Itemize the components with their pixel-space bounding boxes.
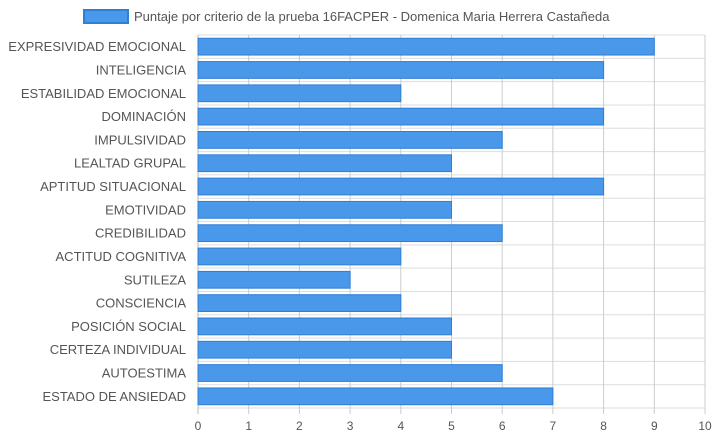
x-tick-label: 10 xyxy=(698,419,712,433)
category-label: INTELIGENCIA xyxy=(96,62,187,77)
bar[interactable] xyxy=(197,37,655,56)
x-tick-label: 0 xyxy=(195,419,202,433)
category-label: APTITUD SITUACIONAL xyxy=(40,179,186,194)
category-label: ESTADO DE ANSIEDAD xyxy=(42,389,186,404)
x-tick-label: 1 xyxy=(245,419,252,433)
category-label: ACTITUD COGNITIVA xyxy=(56,249,187,264)
bars xyxy=(197,37,655,406)
bar[interactable] xyxy=(197,107,605,126)
category-label: LEALTAD GRUPAL xyxy=(74,156,186,171)
category-label: DOMINACIÓN xyxy=(102,109,187,124)
legend-label: Puntaje por criterio de la prueba 16FACP… xyxy=(134,9,610,24)
bar[interactable] xyxy=(197,364,503,382)
x-tick-label: 4 xyxy=(397,419,404,433)
category-label: POSICIÓN SOCIAL xyxy=(71,319,186,334)
x-tick-label: 6 xyxy=(499,419,506,433)
bar[interactable] xyxy=(197,200,452,219)
x-tick-labels: 0 1 2 3 4 5 6 7 8 9 10 xyxy=(195,419,712,433)
bar[interactable] xyxy=(197,317,452,336)
legend[interactable]: Puntaje por criterio de la prueba 16FACP… xyxy=(83,9,610,24)
category-label: CONSCIENCIA xyxy=(96,296,187,311)
x-tick-label: 7 xyxy=(550,419,557,433)
x-tick-label: 9 xyxy=(651,419,658,433)
category-label: CREDIBILIDAD xyxy=(95,226,186,241)
bar[interactable] xyxy=(197,340,452,359)
x-tick-label: 3 xyxy=(347,419,354,433)
legend-swatch xyxy=(83,9,129,24)
category-label: SUTILEZA xyxy=(124,272,186,287)
category-label: IMPULSIVIDAD xyxy=(94,132,186,147)
category-label: EXPRESIVIDAD EMOCIONAL xyxy=(8,39,186,54)
category-label: AUTOESTIMA xyxy=(102,366,187,381)
bar[interactable] xyxy=(197,294,402,312)
bar[interactable] xyxy=(197,247,402,266)
bar[interactable] xyxy=(197,177,605,196)
bar[interactable] xyxy=(197,224,503,243)
bar[interactable] xyxy=(197,387,554,406)
x-tick-label: 8 xyxy=(600,419,607,433)
x-tick-label: 5 xyxy=(448,419,455,433)
bar[interactable] xyxy=(197,61,605,79)
category-labels: EXPRESIVIDAD EMOCIONAL INTELIGENCIA ESTABI… xyxy=(8,39,186,404)
bar[interactable] xyxy=(197,270,351,289)
category-label: CERTEZA INDIVIDUAL xyxy=(50,342,186,357)
x-tick-label: 2 xyxy=(296,419,303,433)
bar[interactable] xyxy=(197,84,402,103)
category-label: ESTABILIDAD EMOCIONAL xyxy=(21,86,186,101)
bar[interactable] xyxy=(197,131,503,149)
bar[interactable] xyxy=(197,154,452,173)
category-label: EMOTIVIDAD xyxy=(105,202,186,217)
